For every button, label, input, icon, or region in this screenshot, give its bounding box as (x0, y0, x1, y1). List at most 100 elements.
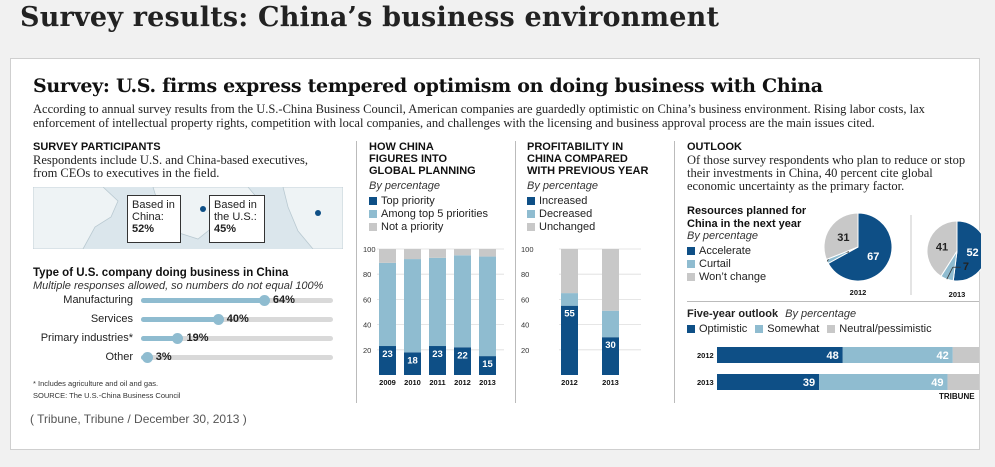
legend-item-won-t-change: Won’t change (687, 271, 766, 283)
planning-title-line: FIGURES INTO (369, 153, 448, 165)
pie-slice-accelerate (827, 212, 893, 282)
bar-increased (602, 337, 619, 375)
footnote: * Includes agriculture and oil and gas. (33, 379, 159, 388)
legend-swatch (827, 325, 836, 333)
profitability-by: By percentage (527, 180, 598, 192)
us-share-box: Based in the U.S.: 45% (209, 195, 265, 243)
bar-unchanged (602, 249, 619, 311)
participants-body: Respondents include U.S. and China-based… (33, 153, 308, 180)
bar-unchanged (561, 249, 578, 294)
legend-label: Top priority (381, 195, 435, 207)
bar-value-label: 23 (382, 349, 393, 360)
legend-label: Somewhat (767, 323, 820, 335)
pie-slice-won-t-change (823, 212, 859, 261)
brand-mark: TRIBUNE (939, 392, 975, 401)
pie-value-label: 67 (867, 251, 879, 263)
intro-text: According to annual survey results from … (33, 102, 925, 130)
legend-label: Curtail (699, 258, 731, 270)
y-tick-label: 40 (521, 321, 529, 330)
bar-among-top-5-priorities (379, 262, 396, 347)
legend-label: Decreased (539, 208, 593, 220)
profitability-legend: Increased Decreased Unchanged (527, 195, 595, 234)
five-year-heading: Five-year outlook By percentage (687, 308, 856, 320)
five-year-legend: Optimistic Somewhat Neutral/pessimistic (687, 323, 940, 336)
company-type-value: 3% (155, 351, 172, 363)
bar-value-label: 30 (605, 340, 616, 351)
resources-pie-chart: 672312012527412013 (823, 212, 981, 299)
planning-legend: Top priority Among top 5 priorities Not a … (369, 195, 488, 234)
divider (356, 141, 357, 403)
company-type-dot (212, 314, 224, 325)
bar-value-label: 39 (803, 377, 815, 389)
legend-item-accelerate: Accelerate (687, 245, 766, 257)
company-type-value: 40% (226, 313, 249, 325)
bar-value-label: 49 (931, 377, 943, 389)
y-tick-label: 20 (521, 346, 529, 355)
legend-label: Accelerate (699, 245, 751, 257)
company-type-label: Manufacturing (63, 294, 133, 306)
bar-not-a-priority (479, 249, 496, 257)
company-type-track (141, 317, 333, 322)
bar-not-a-priority (404, 249, 421, 260)
bar-value-label: 22 (457, 350, 468, 361)
china-share-label: Based in China: (132, 199, 175, 223)
legend-item-not-a-priority: Not a priority (369, 221, 488, 233)
company-type-dot (258, 295, 270, 306)
x-tick-label: 2012 (561, 378, 578, 387)
bar-top-priority (454, 347, 471, 375)
x-tick-label: 2011 (429, 378, 445, 387)
company-type-label: Other (105, 351, 133, 363)
company-type-track (141, 355, 333, 360)
y-tick-label: 100 (363, 245, 376, 254)
y-tick-label: 80 (521, 270, 529, 279)
company-type-track (141, 336, 333, 341)
source-note: SOURCE: The U.S.-China Business Council (33, 391, 181, 400)
pie-leader-line (946, 267, 954, 280)
five-year-chart: 2012 48 42 2013 39 49 (697, 347, 979, 390)
world-map: Based in China: 52% Based in the U.S.: 4… (33, 187, 343, 249)
bar-among-top-5-priorities (454, 255, 471, 348)
legend-label: Optimistic (699, 323, 748, 335)
bar-increased (561, 305, 578, 375)
company-type-note: Multiple responses allowed, so numbers d… (33, 280, 324, 292)
legend-swatch (369, 223, 377, 231)
x-tick-label: 2013 (479, 378, 496, 387)
profitability-title-line: WITH PREVIOUS YEAR (527, 165, 649, 177)
participants-title: SURVEY PARTICIPANTS (33, 141, 161, 153)
divider (674, 141, 675, 403)
bar-top-priority (429, 346, 446, 375)
graphic-title: Survey: U.S. firms express tempered opti… (33, 75, 823, 97)
legend-item-neutral-pessimistic: Neutral/pessimistic (827, 323, 932, 335)
company-type-label: Primary industries* (40, 332, 133, 344)
legend-item-among-top-5-priorities: Among top 5 priorities (369, 208, 488, 220)
bar-decreased (561, 293, 578, 306)
y-tick-label: 60 (363, 295, 371, 304)
x-tick-label: 2012 (454, 378, 471, 387)
legend-swatch (687, 325, 695, 333)
legend-item-decreased: Decreased (527, 208, 595, 220)
resources-legend: Accelerate Curtail Won’t change (687, 245, 766, 284)
y-tick-label: 100 (521, 245, 534, 254)
bar-neutral-pessimistic (947, 374, 979, 390)
pie-slice-won-t-change (926, 220, 958, 278)
infographic-card: Survey: U.S. firms express tempered opti… (10, 58, 981, 450)
company-type-bar (141, 317, 218, 322)
bar-optimistic (717, 347, 843, 363)
planning-title-line: HOW CHINA (369, 141, 434, 153)
us-share-label: Based in the U.S.: (214, 199, 257, 223)
resources-by: By percentage (687, 230, 758, 242)
photo-credit: ( Tribune, Tribune / December 30, 2013 ) (30, 412, 247, 426)
bar-not-a-priority (379, 249, 396, 263)
bar-value-label: 42 (937, 350, 949, 362)
us-share-value: 45% (214, 223, 237, 235)
legend-label: Won’t change (699, 271, 767, 283)
divider (687, 301, 979, 302)
legend-label: Not a priority (381, 221, 444, 233)
profitability-title-line: CHINA COMPARED (527, 153, 628, 165)
planning-chart: 20 40 60 80 100 23 2009 18 2010 23 2011 22 2012 15 201… (363, 245, 504, 387)
pie-value-label: 52 (966, 247, 978, 259)
profitability-title: PROFITABILITY IN CHINA COMPARED WITH PRE… (527, 141, 648, 177)
legend-swatch (369, 197, 377, 205)
y-tick-label: 20 (363, 346, 371, 355)
row-label: 2012 (697, 351, 714, 360)
